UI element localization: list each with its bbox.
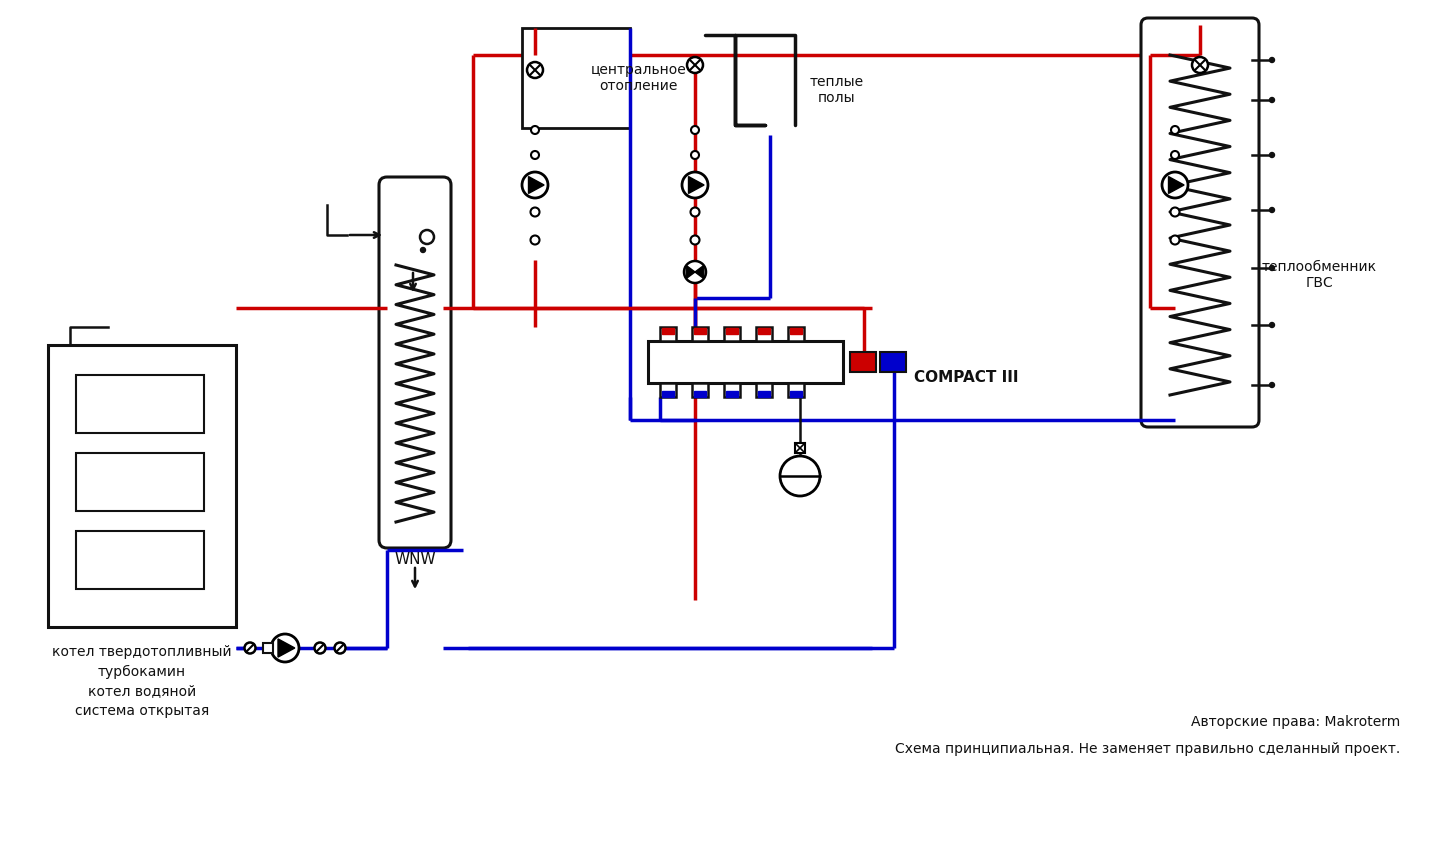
- Circle shape: [691, 126, 698, 134]
- Bar: [724, 327, 740, 341]
- Bar: [660, 327, 675, 341]
- Bar: [47, 345, 237, 627]
- Text: теплые
полы: теплые полы: [810, 75, 865, 106]
- Circle shape: [691, 235, 700, 245]
- Circle shape: [683, 172, 708, 198]
- Circle shape: [1269, 266, 1275, 270]
- Circle shape: [528, 62, 543, 78]
- Text: COMPACT III: COMPACT III: [913, 370, 1018, 385]
- Circle shape: [684, 261, 706, 283]
- Bar: [694, 391, 706, 397]
- Circle shape: [1172, 151, 1179, 159]
- Bar: [522, 28, 630, 128]
- Circle shape: [1269, 57, 1275, 62]
- Polygon shape: [278, 639, 295, 657]
- Text: теплообменник
ГВС: теплообменник ГВС: [1262, 260, 1377, 290]
- Polygon shape: [1169, 176, 1184, 193]
- Bar: [756, 383, 771, 397]
- Circle shape: [687, 57, 703, 73]
- Bar: [76, 531, 204, 589]
- FancyBboxPatch shape: [379, 177, 452, 548]
- Circle shape: [271, 634, 300, 662]
- Bar: [726, 391, 739, 397]
- Circle shape: [420, 247, 426, 252]
- Bar: [794, 443, 804, 453]
- Polygon shape: [688, 176, 704, 193]
- Bar: [759, 328, 770, 334]
- Circle shape: [1170, 235, 1180, 245]
- Bar: [663, 391, 674, 397]
- Bar: [76, 375, 204, 433]
- Circle shape: [314, 642, 326, 653]
- Text: Схема принципиальная. Не заменяет правильно сделанный проект.: Схема принципиальная. Не заменяет правил…: [895, 742, 1400, 756]
- Circle shape: [522, 172, 548, 198]
- Bar: [76, 453, 204, 511]
- Circle shape: [1269, 208, 1275, 213]
- Circle shape: [245, 642, 255, 653]
- Bar: [790, 328, 802, 334]
- Circle shape: [531, 151, 539, 159]
- Bar: [850, 352, 876, 372]
- Bar: [880, 352, 906, 372]
- Bar: [790, 391, 802, 397]
- Bar: [694, 328, 706, 334]
- Circle shape: [531, 235, 539, 245]
- Circle shape: [780, 456, 820, 496]
- Bar: [759, 391, 770, 397]
- Circle shape: [1269, 322, 1275, 327]
- Bar: [724, 383, 740, 397]
- Text: WNW: WNW: [394, 552, 436, 567]
- Circle shape: [334, 642, 346, 653]
- Circle shape: [691, 151, 698, 159]
- Bar: [693, 327, 708, 341]
- Text: Авторские права: Makroterm: Авторские права: Makroterm: [1190, 715, 1400, 729]
- Circle shape: [691, 208, 700, 217]
- Bar: [726, 328, 739, 334]
- Circle shape: [420, 230, 435, 244]
- Circle shape: [1269, 382, 1275, 387]
- Circle shape: [1172, 126, 1179, 134]
- Bar: [789, 327, 804, 341]
- Bar: [663, 328, 674, 334]
- Bar: [660, 383, 675, 397]
- Text: центральное
отопление: центральное отопление: [591, 63, 687, 93]
- Circle shape: [531, 208, 539, 217]
- FancyBboxPatch shape: [1141, 18, 1259, 427]
- Bar: [693, 383, 708, 397]
- Polygon shape: [687, 265, 695, 279]
- Circle shape: [531, 126, 539, 134]
- Bar: [648, 341, 843, 383]
- Circle shape: [1162, 172, 1187, 198]
- Bar: [789, 383, 804, 397]
- Circle shape: [1269, 98, 1275, 102]
- Text: котел твердотопливный
турбокамин
котел водяной
система открытая: котел твердотопливный турбокамин котел в…: [52, 645, 232, 717]
- Bar: [756, 327, 771, 341]
- Circle shape: [1269, 153, 1275, 158]
- Polygon shape: [695, 265, 704, 279]
- Circle shape: [1170, 208, 1180, 217]
- Bar: [262, 643, 272, 653]
- Polygon shape: [529, 176, 543, 193]
- Circle shape: [1192, 57, 1207, 73]
